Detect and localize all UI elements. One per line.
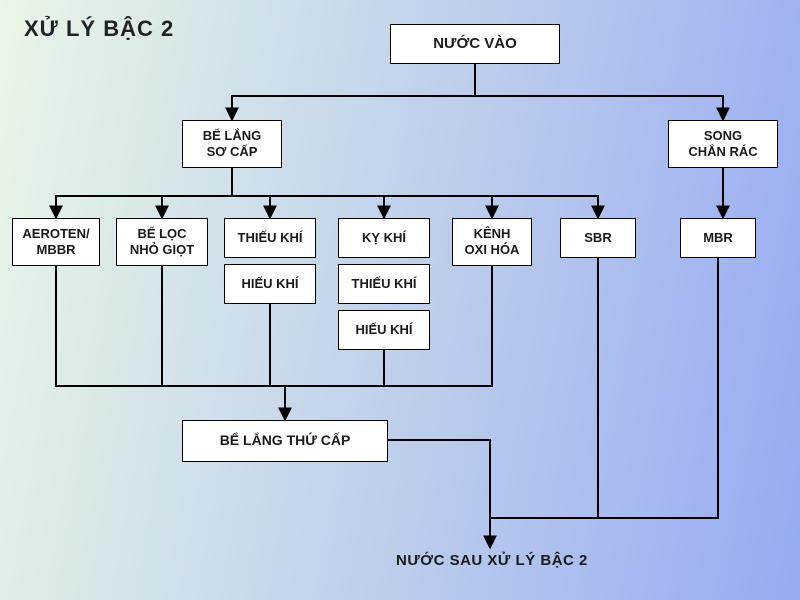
edge-be_lang_so-aeroten <box>56 168 232 218</box>
edge-sbr-output <box>490 258 598 548</box>
node-aeroten: AEROTEN/MBBR <box>12 218 100 266</box>
edge-be_lang_thu-output <box>388 440 490 518</box>
edge-be_lang_so-sbr <box>232 168 598 218</box>
node-ky_khi: KỴ KHÍ <box>338 218 430 258</box>
edge-hieu_khi_b-be_lang_thu <box>285 350 384 386</box>
edge-be_lang_so-be_loc <box>162 168 232 218</box>
node-thieu_khi_b: THIẾU KHÍ <box>338 264 430 304</box>
node-thieu_khi_a: THIẾU KHÍ <box>224 218 316 258</box>
node-kenh_oxi: KÊNHOXI HÓA <box>452 218 532 266</box>
node-mbr: MBR <box>680 218 756 258</box>
output-label: NƯỚC SAU XỬ LÝ BẬC 2 <box>396 552 588 569</box>
node-hieu_khi_a: HIẾU KHÍ <box>224 264 316 304</box>
node-hieu_khi_b: HIẾU KHÍ <box>338 310 430 350</box>
edge-be_lang_so-thieu_khi_a <box>232 168 270 218</box>
node-nuoc_vao: NƯỚC VÀO <box>390 24 560 64</box>
edge-hieu_khi_a-be_lang_thu <box>270 304 285 386</box>
edge-nuoc_vao-song_chan <box>475 64 723 120</box>
edge-mbr-output <box>598 258 718 518</box>
node-be_lang_thu: BỂ LẮNG THỨ CẤP <box>182 420 388 462</box>
node-be_lang_so: BỂ LẮNGSƠ CẤP <box>182 120 282 168</box>
node-song_chan: SONGCHẮN RÁC <box>668 120 778 168</box>
node-sbr: SBR <box>560 218 636 258</box>
node-be_loc: BỂ LỌCNHỎ GIỌT <box>116 218 208 266</box>
flowchart-canvas: XỬ LÝ BẬC 2 NƯỚC SAU XỬ LÝ BẬC 2 NƯỚC VÀ… <box>0 0 800 600</box>
edge-be_lang_so-ky_khi <box>232 168 384 218</box>
edge-nuoc_vao-be_lang_so <box>232 64 475 120</box>
edge-be_lang_so-kenh_oxi <box>232 168 492 218</box>
diagram-title: XỬ LÝ BẬC 2 <box>24 16 174 42</box>
